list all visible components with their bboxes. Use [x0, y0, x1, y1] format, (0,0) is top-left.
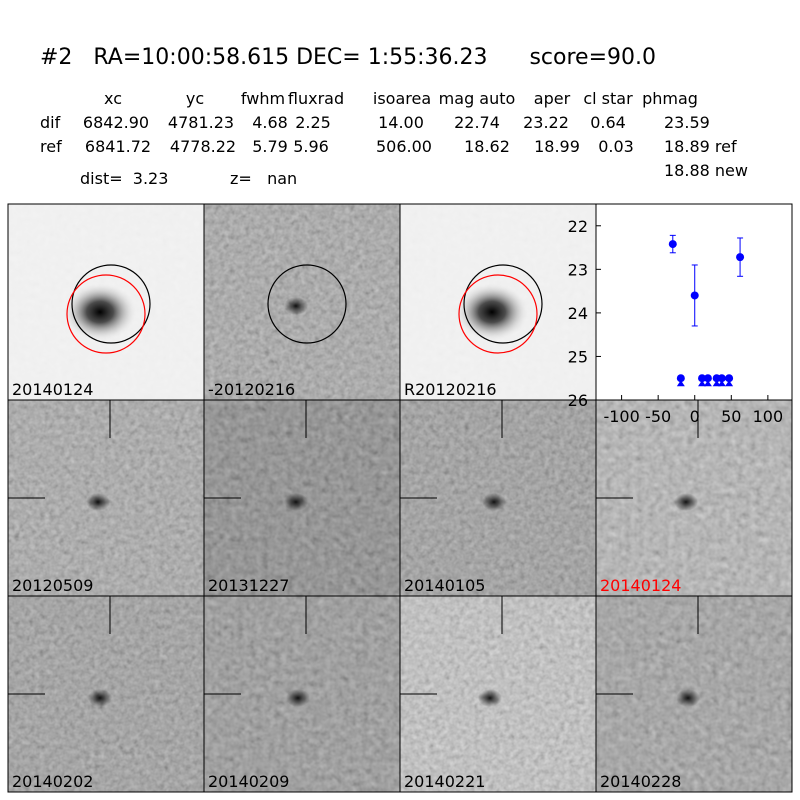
- cell: 18.99: [534, 137, 580, 156]
- column-header: xc: [104, 89, 122, 108]
- stamp: -20120216: [203, 203, 401, 401]
- column-header: fluxrad: [288, 89, 344, 108]
- stamp-label: 20140221: [404, 772, 485, 791]
- y-tick-label: 25: [568, 347, 588, 366]
- limit-arrow: [676, 380, 685, 387]
- cell: 0.03: [598, 137, 634, 156]
- limit-arrow: [712, 380, 721, 387]
- column-header: aper: [534, 89, 571, 108]
- column-header: isoarea: [373, 89, 431, 108]
- stamp-label: 20140209: [208, 772, 289, 791]
- data-point: [690, 291, 699, 300]
- column-header: phmag: [642, 89, 698, 108]
- data-point: [725, 374, 734, 383]
- stamp: 20140105: [399, 399, 597, 597]
- cell: 6842.90: [83, 113, 149, 132]
- dist: dist= 3.23: [80, 169, 168, 188]
- x-tick-label: 0: [690, 407, 700, 426]
- plot-border: [595, 203, 793, 401]
- source: [478, 689, 502, 707]
- data-point: [676, 374, 685, 383]
- cell: 4781.23: [168, 113, 234, 132]
- stamp: 20120509: [7, 399, 205, 597]
- source: [86, 493, 110, 511]
- aperture: [66, 274, 146, 354]
- x-tick-label: 100: [753, 407, 784, 426]
- source: [284, 297, 308, 315]
- stamp-label: 20140124: [600, 576, 681, 595]
- cell: 4778.22: [170, 137, 236, 156]
- stamp: 20140124: [7, 203, 205, 401]
- cell: 18.62: [464, 137, 510, 156]
- stamp: 20140228: [595, 595, 793, 793]
- data-point: [698, 374, 707, 383]
- limit-arrow: [725, 380, 734, 387]
- stamp-label: 20140124: [12, 380, 93, 399]
- cell: 18.89 ref: [664, 137, 737, 156]
- data-point: [717, 374, 726, 383]
- data-point: [668, 240, 677, 249]
- aperture: [458, 274, 538, 354]
- stamp: 20131227: [203, 399, 401, 597]
- aperture: [71, 264, 151, 344]
- column-header: yc: [186, 89, 204, 108]
- column-header: cl star: [583, 89, 633, 108]
- cell: 506.00: [376, 137, 432, 156]
- stamp: 20140202: [7, 595, 205, 793]
- source: [454, 282, 530, 342]
- cell: 2.25: [295, 113, 331, 132]
- title: #2 RA=10:00:58.615 DEC= 1:55:36.23 score…: [40, 45, 656, 70]
- stamp-label: 20120509: [12, 576, 93, 595]
- cell: 23.22: [523, 113, 569, 132]
- plot-area: [596, 204, 792, 400]
- cell: 0.64: [590, 113, 626, 132]
- y-tick-label: 26: [568, 391, 588, 410]
- data-point: [703, 374, 712, 383]
- aperture: [463, 264, 543, 344]
- stamp-label: 20140202: [12, 772, 93, 791]
- row-label: dif: [40, 113, 61, 132]
- cell: 22.74: [454, 113, 500, 132]
- stamp-label: R20120216: [404, 380, 497, 399]
- cell: 5.96: [293, 137, 329, 156]
- column-header: mag auto: [439, 89, 516, 108]
- source: [88, 689, 112, 707]
- source: [286, 689, 310, 707]
- source: [674, 493, 698, 511]
- cell: 4.68: [252, 113, 288, 132]
- source: [284, 493, 308, 511]
- source: [676, 689, 700, 707]
- limit-arrow: [703, 380, 712, 387]
- z: z= nan: [230, 169, 297, 188]
- row-label: ref: [40, 137, 62, 156]
- cell: 5.79: [252, 137, 288, 156]
- cell: 14.00: [378, 113, 424, 132]
- phmag-new: 18.88 new: [664, 161, 748, 180]
- x-tick-label: 50: [721, 407, 741, 426]
- x-tick-label: -50: [645, 407, 671, 426]
- y-tick-label: 23: [568, 260, 588, 279]
- column-header: fwhm: [241, 89, 285, 108]
- y-tick-label: 22: [568, 217, 588, 236]
- aperture: [267, 264, 347, 344]
- stamp-border: [595, 595, 793, 793]
- limit-arrow: [717, 380, 726, 387]
- stamp-label: 20140105: [404, 576, 485, 595]
- x-tick-label: -100: [603, 407, 639, 426]
- cell: 23.59: [664, 113, 710, 132]
- stamp-label: -20120216: [208, 380, 295, 399]
- y-tick-label: 24: [568, 304, 588, 323]
- cell: 6841.72: [85, 137, 151, 156]
- stamp-label: 20140228: [600, 772, 681, 791]
- stamp: 20140221: [399, 595, 597, 793]
- stamp: R20120216: [399, 203, 597, 401]
- stamp: 20140209: [203, 595, 401, 793]
- limit-arrow: [698, 380, 707, 387]
- stamp-label: 20131227: [208, 576, 289, 595]
- data-point: [736, 253, 745, 262]
- source: [62, 282, 138, 342]
- stamp: 20140124: [595, 399, 793, 597]
- source: [482, 493, 506, 511]
